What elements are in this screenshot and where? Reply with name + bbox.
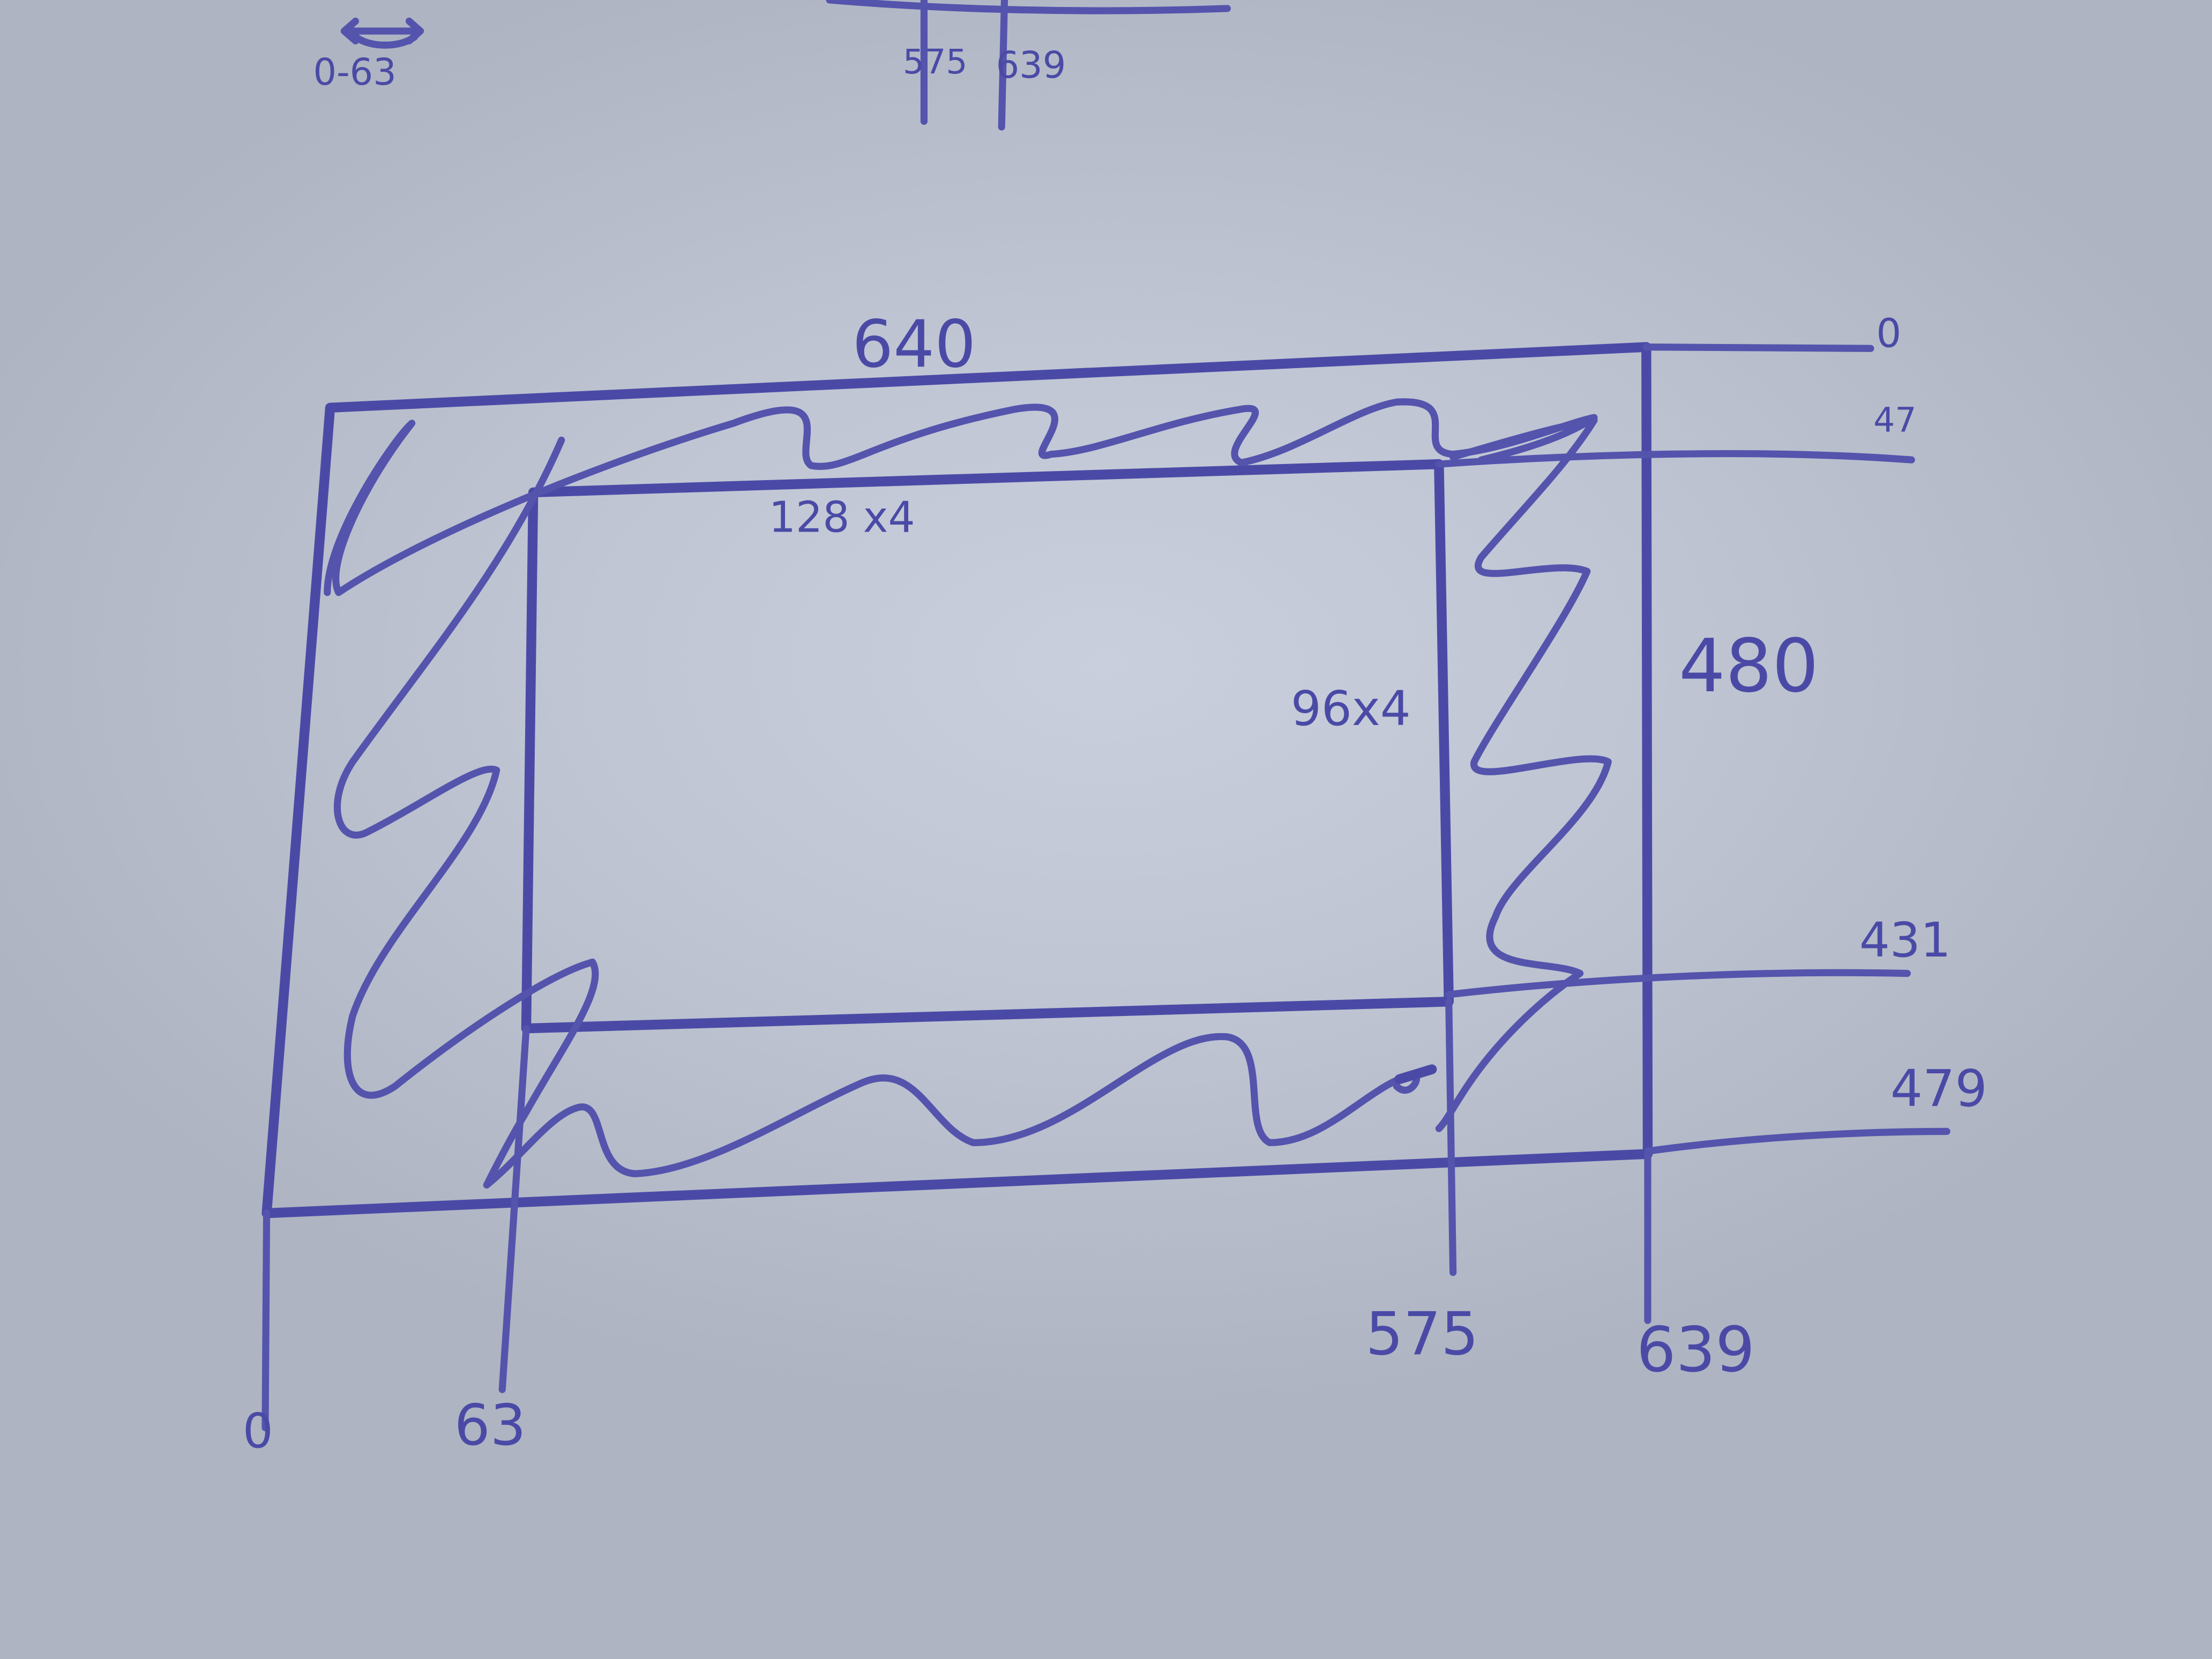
ext-line-0 [1642, 343, 1874, 352]
border-horizontal-label: 128 x4 [769, 493, 915, 542]
fragment-tick-639-label: 639 [996, 44, 1066, 87]
fragment-tick-575-label: 575 [903, 42, 968, 81]
fragment-tick-639-line [998, 0, 1008, 131]
y-tick-431-label: 431 [1859, 913, 1951, 968]
border-hatch-left [333, 436, 599, 1189]
ext-line-x575 [1445, 998, 1457, 1276]
x-tick-63-label: 63 [454, 1392, 526, 1458]
ext-line-479 [1644, 1127, 1951, 1155]
inner-frame [521, 459, 1454, 1034]
y-tick-479-label: 479 [1890, 1059, 1987, 1118]
top-fragment: 0-63 575 639 [313, 0, 1231, 131]
border-hatch-top [324, 398, 1598, 596]
frame-height-label: 480 [1679, 624, 1819, 709]
y-tick-0-label: 0 [1876, 311, 1901, 357]
border-vertical-label: 96x4 [1291, 681, 1411, 737]
x-tick-639-label: 639 [1636, 1314, 1755, 1386]
ext-line-x0 [261, 1209, 271, 1431]
range-arrow [340, 17, 424, 49]
border-hatch-right [1435, 416, 1612, 1132]
ext-line-431 [1445, 969, 1911, 998]
fragment-range-label: 0-63 [313, 51, 396, 94]
ink-blot [1394, 1064, 1437, 1085]
fragment-baseline [826, 0, 1231, 14]
x-tick-0-label: 0 [243, 1403, 273, 1459]
frame-width-label: 640 [852, 307, 976, 382]
y-tick-47-label: 47 [1873, 400, 1916, 440]
x-tick-575-label: 575 [1365, 1299, 1478, 1369]
ext-line-x63 [498, 1025, 530, 1393]
ext-line-47 [1435, 450, 1915, 468]
border-hatch-bottom [483, 1033, 1420, 1189]
